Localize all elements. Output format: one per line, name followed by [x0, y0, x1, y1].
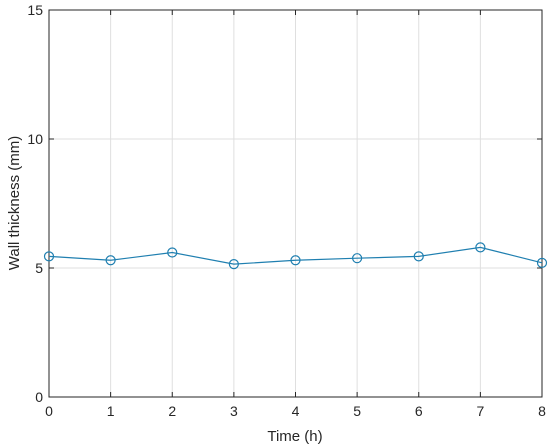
- x-axis-label: Time (h): [267, 428, 322, 445]
- data-point: [413, 251, 424, 262]
- series-line: [48, 246, 543, 265]
- x-tick-label: 1: [107, 403, 115, 419]
- x-tick-label: 0: [45, 403, 53, 419]
- y-tick-label: 10: [27, 131, 43, 147]
- x-tick-label: 4: [292, 403, 300, 419]
- data-point: [43, 251, 55, 262]
- axis-ticks: [48, 9, 543, 398]
- data-series: [43, 242, 548, 270]
- data-point: [536, 257, 548, 268]
- y-tick-labels: 0 5 10 15: [27, 2, 43, 405]
- x-tick-label: 5: [353, 403, 361, 419]
- x-tick-labels: 0 1 2 3 4 5 6 7 8: [45, 403, 546, 419]
- x-tick-label: 8: [538, 403, 546, 419]
- data-point: [167, 247, 178, 258]
- data-point: [105, 255, 116, 266]
- y-axis-label: Wall thickness (mm): [6, 136, 23, 270]
- y-tick-label: 0: [35, 389, 43, 405]
- data-point: [228, 259, 239, 270]
- data-point: [352, 253, 363, 264]
- x-tick-label: 2: [168, 403, 176, 419]
- y-tick-label: 5: [35, 260, 43, 276]
- x-tick-label: 7: [476, 403, 484, 419]
- data-point: [475, 242, 486, 253]
- data-point: [290, 255, 301, 266]
- y-tick-label: 15: [27, 2, 43, 18]
- x-tick-label: 6: [415, 403, 423, 419]
- x-tick-label: 3: [230, 403, 238, 419]
